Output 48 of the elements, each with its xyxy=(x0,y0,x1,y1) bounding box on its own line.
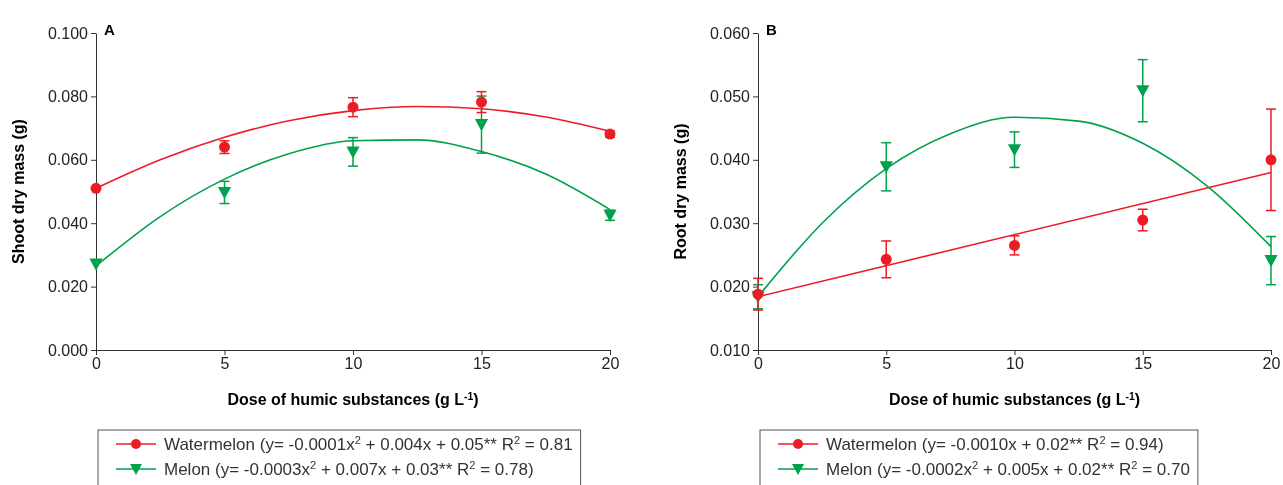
y-tick-label: 0.020 xyxy=(709,278,751,296)
point xyxy=(879,161,893,174)
point xyxy=(1009,239,1020,251)
y-tick-label: 0.060 xyxy=(47,151,89,169)
x-tick-label: 10 xyxy=(1006,355,1024,373)
y-tick-label: 0.050 xyxy=(709,88,751,106)
point xyxy=(90,182,102,194)
y-tick-label: 0.030 xyxy=(709,214,751,232)
y-tick-label: 0.020 xyxy=(47,278,89,296)
legend-label: Melon (y= -0.0003x$^{2}$ + 0.007x + 0.03** R$^{2}$ = 0.78) xyxy=(164,459,534,479)
y-tick-label: 0.000 xyxy=(47,341,89,359)
x-tick-label: 0 xyxy=(754,355,764,373)
y-tick-label: 0.080 xyxy=(47,88,89,106)
point xyxy=(89,258,103,271)
x-axis-title: Dose of humic substances (g L$^{-1}$) xyxy=(888,390,1141,408)
y-tick-label: 0.060 xyxy=(709,24,751,42)
chart-title: A xyxy=(104,21,115,38)
x-tick-label: 0 xyxy=(92,355,102,373)
x-axis-title: Dose of humic substances (g L$^{-1}$) xyxy=(227,390,479,408)
y-tick-label: 0.040 xyxy=(47,214,89,232)
point xyxy=(346,146,360,159)
point xyxy=(1136,85,1150,98)
x-tick-label: 20 xyxy=(1262,355,1281,373)
y-tick-label: 0.040 xyxy=(709,151,751,169)
x-tick-label: 5 xyxy=(220,355,230,373)
point xyxy=(880,253,892,265)
x-tick-label: 15 xyxy=(473,355,491,373)
x-tick-label: 5 xyxy=(882,355,892,373)
legend-label: Melon (y= -0.0002x$^{2}$ + 0.005x + 0.02** R$^{2}$ = 0.70 xyxy=(826,459,1190,479)
x-tick-label: 20 xyxy=(601,355,620,373)
point xyxy=(1265,154,1277,166)
x-tick-label: 10 xyxy=(344,355,363,373)
legend-label: Watermelon (y= -0.0010x + 0.02** R$^{2}$ = 0.94) xyxy=(826,434,1164,454)
point xyxy=(752,288,764,300)
legend-label: Watermelon (y= -0.0001x$^{2}$ + 0.004x + 0.05** R$^{2}$ = 0.81 xyxy=(164,434,573,454)
y-tick-label: 0.010 xyxy=(709,341,751,359)
point xyxy=(474,119,489,132)
point xyxy=(217,186,232,200)
point xyxy=(347,101,359,113)
point xyxy=(1137,214,1149,226)
y-axis-title: Root dry mass (g) xyxy=(672,123,689,260)
chart-title: B xyxy=(766,21,777,38)
point xyxy=(476,96,487,108)
x-tick-label: 15 xyxy=(1134,355,1153,373)
y-tick-label: 0.100 xyxy=(47,24,89,42)
point xyxy=(1264,255,1278,268)
y-axis-title: Shoot dry mass (g) xyxy=(10,119,27,264)
point xyxy=(1007,144,1022,157)
